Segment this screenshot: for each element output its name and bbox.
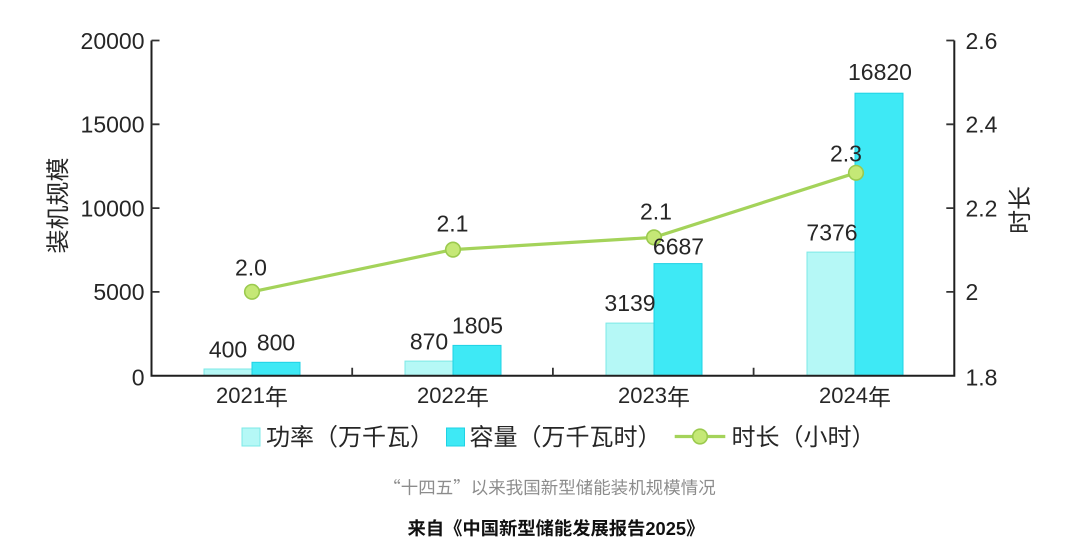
svg-text:2.4: 2.4 — [966, 112, 998, 138]
svg-text:2025: 2025 — [645, 518, 686, 539]
svg-text:1805: 1805 — [452, 312, 503, 338]
svg-text:2.6: 2.6 — [966, 28, 998, 54]
svg-text:7376: 7376 — [806, 219, 857, 245]
svg-text:2.1: 2.1 — [437, 210, 469, 236]
svg-text:2: 2 — [966, 279, 979, 305]
svg-text:870: 870 — [410, 328, 448, 354]
svg-text:10000: 10000 — [81, 195, 145, 221]
svg-text:400: 400 — [209, 336, 247, 362]
svg-text:2024: 2024 — [819, 383, 868, 408]
svg-text:5000: 5000 — [93, 279, 144, 305]
svg-text:2.2: 2.2 — [966, 195, 998, 221]
svg-text:2.1: 2.1 — [640, 198, 672, 224]
svg-text:2.3: 2.3 — [830, 140, 862, 166]
svg-text:2021: 2021 — [216, 383, 265, 408]
svg-text:2022: 2022 — [417, 383, 466, 408]
svg-text:1.8: 1.8 — [966, 365, 998, 391]
svg-text:3139: 3139 — [604, 290, 655, 316]
svg-text:16820: 16820 — [848, 59, 912, 85]
svg-text:6687: 6687 — [653, 233, 704, 259]
svg-text:2023: 2023 — [618, 383, 667, 408]
svg-text:800: 800 — [257, 329, 295, 355]
svg-text:15000: 15000 — [81, 112, 145, 138]
svg-text:2.0: 2.0 — [235, 254, 267, 280]
svg-text:0: 0 — [132, 365, 145, 391]
svg-text:20000: 20000 — [81, 28, 145, 54]
